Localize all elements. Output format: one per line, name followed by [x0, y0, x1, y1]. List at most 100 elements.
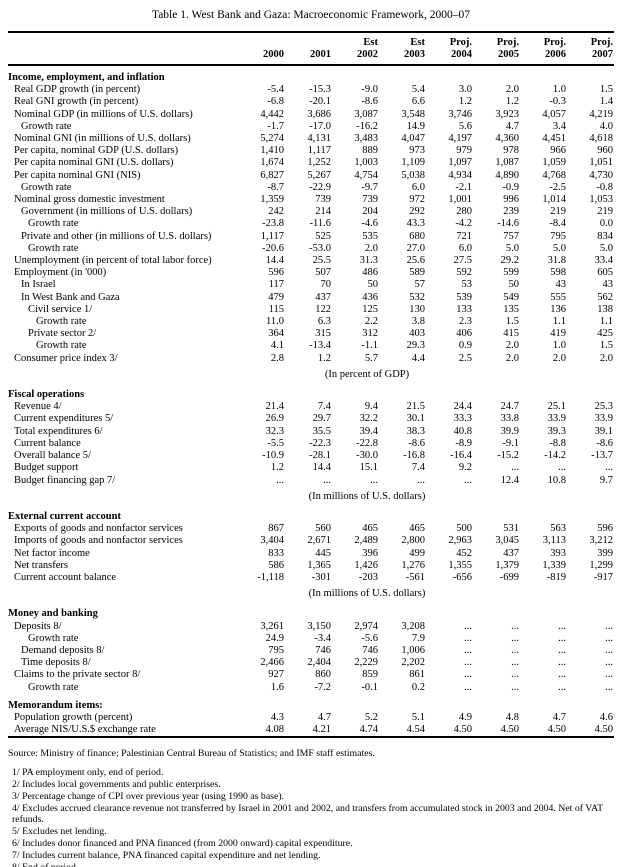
cell-value: 117 [268, 279, 284, 291]
table-row: Deposits 8/3,261 3,150 2,974 3,208.........… [8, 621, 614, 633]
cell-value: 3,686 [307, 108, 331, 120]
cell-value: 4.4 [411, 352, 425, 364]
table-row: Net factor income 833 445 396 499 452 437 393 39… [8, 548, 614, 560]
cell-value: 889 [362, 145, 378, 157]
table-row: Claims to the private sector 8/927 860 859… [8, 669, 614, 681]
column-year-label: 2000 [263, 49, 284, 60]
cell-value: ... [605, 669, 613, 681]
cell-value: 4.54 [406, 724, 425, 736]
cell-value: 33.8 [500, 413, 519, 425]
cell-value: ... [464, 632, 472, 644]
column-group-label: Proj. [543, 37, 566, 48]
cell-value: ... [511, 669, 519, 681]
cell-value: ... [511, 620, 519, 632]
table-row: Budget financing gap 7/............... 12… [8, 475, 614, 487]
cell-value: 589 [409, 267, 425, 279]
cell-value: 1,087 [495, 157, 519, 169]
table-row: Real GNI growth (in percent) -6.8 -20.1 -8.… [8, 96, 614, 108]
cell-value: 531 [503, 523, 519, 535]
table-row: Growth rate -23.8 -11.6 -4.6 43.3 -4.2 -14.6 -8… [8, 218, 614, 230]
cell-value: 757 [503, 230, 519, 242]
cell-value: -16.8 [403, 450, 425, 462]
cell-value: -4.6 [361, 218, 378, 230]
cell-value: 6,827 [260, 169, 284, 181]
cell-value: 2.0 [505, 84, 519, 96]
cell-value: -20.1 [309, 96, 331, 108]
cell-value: -1,118 [257, 571, 284, 583]
table-row: Civil service 1/115 122 125 130 133 135 136 138 [8, 304, 614, 316]
cell-value: 1.2 [317, 352, 331, 364]
cell-value: 4,360 [495, 133, 519, 145]
cell-value: ... [323, 474, 331, 486]
cell-value: 437 [503, 547, 519, 559]
cell-value: 9.4 [364, 401, 378, 413]
row-label: Current account balance [14, 571, 117, 583]
cell-value: 53 [461, 279, 473, 291]
cell-value: 1,109 [401, 157, 425, 169]
cell-value: 29.3 [406, 340, 425, 352]
cell-value: 27.0 [406, 242, 425, 254]
cell-value: 1,014 [542, 194, 566, 206]
cell-value: -0.1 [361, 681, 378, 693]
cell-value: 2.5 [458, 352, 472, 364]
cell-value: 40.8 [453, 425, 472, 437]
cell-value: 29.7 [312, 413, 331, 425]
cell-value: 507 [315, 267, 331, 279]
cell-value: -16.2 [356, 120, 378, 132]
cell-value: 6.3 [317, 316, 331, 328]
unit-note: (In millions of U.S. dollars) [308, 490, 426, 502]
cell-value: -8.7 [267, 181, 284, 193]
unit-note-row: (In percent of GDP) [8, 365, 614, 383]
cell-value: 5.0 [552, 242, 566, 254]
cell-value: 5,274 [260, 133, 284, 145]
column-group-label: Est [363, 37, 378, 48]
cell-value: 9.7 [599, 474, 613, 486]
cell-value: 4.50 [500, 724, 519, 736]
row-label: Deposits 8/ [14, 620, 62, 632]
cell-value: ... [511, 462, 519, 474]
cell-value: 1,059 [542, 157, 566, 169]
row-label: Consumer price index 3/ [14, 352, 118, 364]
cell-value: 24.7 [500, 401, 519, 413]
cell-value: 138 [597, 303, 613, 315]
cell-value: 122 [315, 303, 331, 315]
row-label: Current expenditures 5/ [14, 413, 114, 425]
cell-value: -13.4 [309, 340, 331, 352]
cell-value: 4.9 [458, 711, 472, 723]
cell-value: ... [558, 669, 566, 681]
cell-value: 38.3 [406, 425, 425, 437]
section-title: Income, employment, and inflation [8, 72, 165, 83]
cell-value: -5.4 [267, 84, 284, 96]
cell-value: 2,800 [401, 535, 425, 547]
cell-value: 586 [268, 559, 284, 571]
cell-value: 859 [362, 669, 378, 681]
column-header: Proj. 2007 [567, 32, 614, 65]
table-row: Private and other (in millions of U.S. d… [8, 231, 614, 243]
cell-value: 5,038 [401, 169, 425, 181]
cell-value: 2,974 [354, 620, 378, 632]
cell-value: 465 [409, 523, 425, 535]
cell-value: 1.0 [552, 340, 566, 352]
table-row: Government (in millions of U.S. dollars)… [8, 206, 614, 218]
table-row: Employment (in '000) 596 507 486 589 592 599 59… [8, 267, 614, 279]
cell-value: 14.9 [406, 120, 425, 132]
row-label: Growth rate [28, 218, 79, 230]
section-header-row: Income, employment, and inflation [8, 65, 614, 84]
cell-value: ... [558, 620, 566, 632]
row-label: Real GDP growth (in percent) [14, 84, 141, 96]
unit-note-row: (In millions of U.S. dollars) [8, 584, 614, 602]
cell-value: 26.9 [265, 413, 284, 425]
cell-value: 1,097 [448, 157, 472, 169]
cell-value: ... [511, 657, 519, 669]
cell-value: 1,355 [448, 559, 472, 571]
cell-value: -22.8 [356, 437, 378, 449]
cell-value: 739 [362, 194, 378, 206]
cell-value: 4,890 [495, 169, 519, 181]
cell-value: 4.50 [547, 724, 566, 736]
cell-value: 312 [362, 328, 378, 340]
row-label: Net factor income [14, 547, 90, 559]
cell-value: 596 [268, 267, 284, 279]
cell-value: 315 [315, 328, 331, 340]
cell-value: 2.0 [364, 242, 378, 254]
table-row: Growth rate 4.1 -13.4 -1.1 29.3 0.9 2.0 1.0 1.5 [8, 340, 614, 352]
